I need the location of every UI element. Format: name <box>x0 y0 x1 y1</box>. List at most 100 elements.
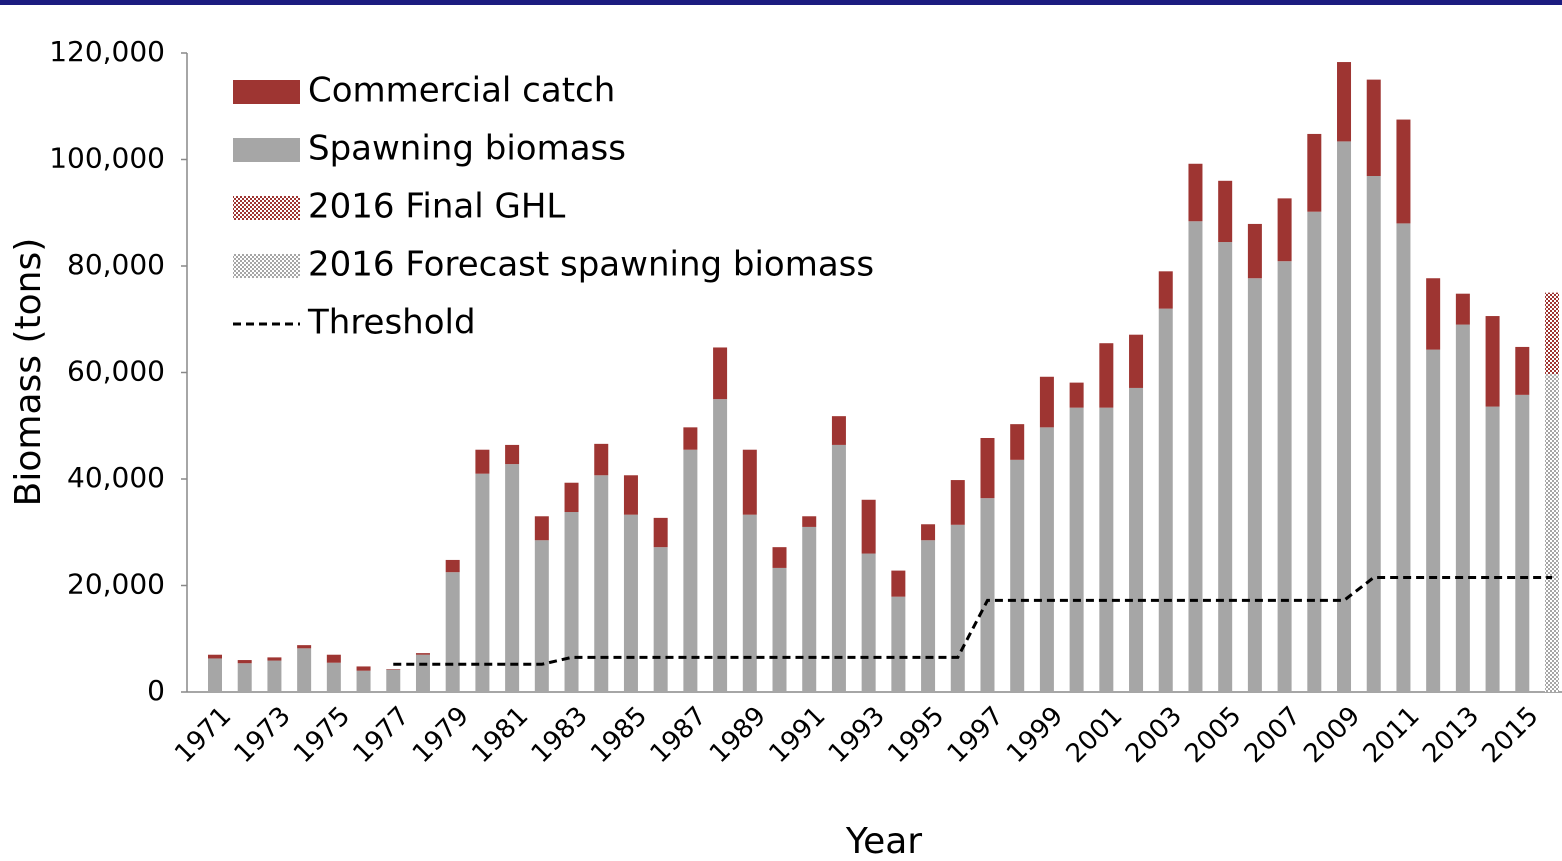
x-tick-label: 1975 <box>288 701 356 769</box>
x-tick-label: 1971 <box>169 701 237 769</box>
bar <box>1337 141 1352 692</box>
bar <box>297 645 312 649</box>
bar <box>831 416 846 445</box>
legend-label: Commercial catch <box>308 71 615 111</box>
bar <box>534 540 549 692</box>
y-tick-label: 60,000 <box>67 355 165 388</box>
y-tick-label: 100,000 <box>49 142 165 175</box>
bar <box>772 567 787 692</box>
bar <box>564 482 579 513</box>
bar <box>891 570 906 597</box>
bar <box>1218 242 1233 692</box>
bar <box>831 444 846 692</box>
bar <box>445 572 460 692</box>
legend-swatch <box>233 196 300 220</box>
bar <box>386 669 401 692</box>
bar <box>386 669 401 670</box>
bar <box>1039 427 1054 692</box>
bar <box>861 553 876 692</box>
bar <box>1010 424 1025 460</box>
x-tick-label: 2011 <box>1358 701 1426 769</box>
x-tick-label: 1979 <box>407 701 475 769</box>
bar <box>1515 346 1530 395</box>
x-tick-label: 1985 <box>585 701 653 769</box>
legend-label: 2016 Final GHL <box>308 187 565 227</box>
bar <box>208 658 222 692</box>
bar <box>950 524 965 692</box>
top-band <box>0 0 1562 5</box>
y-tick-label: 20,000 <box>67 568 165 601</box>
bar <box>1426 278 1441 350</box>
bar <box>1337 62 1352 142</box>
bar <box>1247 278 1262 692</box>
bar <box>623 514 638 692</box>
bar <box>1188 163 1203 222</box>
x-tick-label: 1991 <box>763 701 831 769</box>
bar <box>1366 79 1381 177</box>
x-tick-label: 2015 <box>1477 701 1545 769</box>
bar <box>594 475 609 692</box>
x-tick-label: 2003 <box>1120 701 1188 769</box>
bar <box>415 653 430 655</box>
x-tick-label: 1999 <box>1001 701 1069 769</box>
bar <box>208 654 222 659</box>
bar <box>1277 198 1292 262</box>
x-tick-label: 2007 <box>1239 701 1307 769</box>
bar <box>326 662 341 692</box>
bar <box>1515 394 1530 692</box>
x-tick-label: 1995 <box>882 701 950 769</box>
x-tick-label: 1977 <box>348 701 416 769</box>
bar <box>534 516 549 541</box>
bar <box>950 480 965 525</box>
bar <box>1307 211 1322 692</box>
bar <box>1099 407 1114 692</box>
bar <box>237 660 252 664</box>
y-tick-label: 80,000 <box>67 248 165 281</box>
bar <box>980 498 995 692</box>
bar <box>564 512 579 692</box>
bar <box>980 437 995 499</box>
bar <box>1545 374 1559 692</box>
x-tick-label: 1983 <box>526 701 594 769</box>
bar <box>772 547 787 568</box>
threshold-line <box>393 576 1552 666</box>
x-tick-label: 2001 <box>1061 701 1129 769</box>
bar <box>861 499 876 554</box>
bar <box>1307 133 1322 212</box>
bar <box>653 547 668 692</box>
bar <box>475 449 490 474</box>
bar <box>267 660 282 692</box>
bar <box>683 449 698 692</box>
bar <box>802 516 817 527</box>
bar <box>1485 316 1500 407</box>
bar <box>1158 308 1173 692</box>
x-tick-label: 2013 <box>1417 701 1485 769</box>
bar <box>921 524 936 541</box>
bar <box>1247 223 1262 279</box>
bar <box>1099 343 1114 408</box>
legend-swatch <box>233 138 300 162</box>
bar <box>1455 293 1470 325</box>
bar <box>891 596 906 692</box>
bar <box>1010 459 1025 692</box>
y-tick-label: 40,000 <box>67 461 165 494</box>
bar <box>356 666 371 671</box>
bar <box>623 475 638 515</box>
x-axis-title: Year <box>845 821 922 861</box>
bar <box>415 654 430 692</box>
bar <box>1455 324 1470 692</box>
y-tick-label: 0 <box>147 674 165 707</box>
bar <box>1069 382 1084 408</box>
bar <box>742 449 757 515</box>
bar <box>713 399 728 692</box>
bar <box>802 526 817 692</box>
bar <box>1129 387 1144 692</box>
legend-label: Spawning biomass <box>308 129 626 169</box>
bar <box>1485 406 1500 692</box>
x-tick-label: 1997 <box>942 701 1010 769</box>
bar <box>1426 349 1441 692</box>
bar <box>326 654 341 663</box>
bar <box>713 347 728 400</box>
